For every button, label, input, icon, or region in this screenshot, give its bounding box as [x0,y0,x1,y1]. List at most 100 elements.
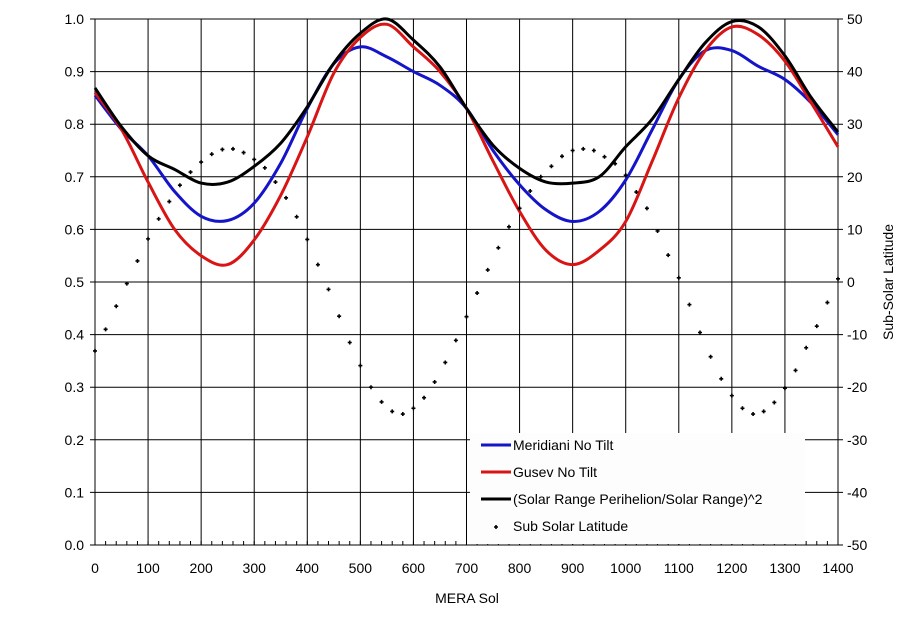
y-tick-label: 0.1 [65,484,85,500]
x-tick-label: 1400 [822,560,853,576]
data-point [315,262,320,267]
series-line [93,17,840,186]
data-point [782,386,787,391]
data-point [623,173,628,178]
data-point [294,214,299,219]
legend-label: (Solar Range Perihelion/Solar Range)^2 [513,491,763,507]
data-point [506,224,511,229]
y-tick-label: 0.9 [65,64,85,80]
data-point [549,164,554,169]
y-tick-label: 0.4 [65,327,85,343]
data-point [252,157,257,162]
data-point [676,275,681,280]
data-point [284,195,289,200]
data-point [517,206,522,211]
data-point [114,304,119,309]
data-point [613,161,618,166]
data-point [167,199,172,204]
y-tick-label: 0.6 [65,221,85,237]
series-layer [93,17,840,417]
data-point [337,314,342,319]
data-point [825,300,830,305]
data-point [390,409,395,414]
y2-axis-label: Sub-Solar Latitude [880,224,896,340]
legend-label: Sub Solar Latitude [513,518,628,534]
data-point [655,228,660,233]
y-tick-label: 1.0 [65,11,85,27]
y2-tick-label: 20 [847,169,863,185]
data-point [156,216,161,221]
data-point [400,412,405,417]
x-tick-label: 1100 [664,560,694,576]
data-point [560,154,565,159]
x-tick-label: 700 [455,560,479,576]
data-point [772,400,777,405]
y-tick-label: 0.0 [65,537,85,553]
data-point [124,281,129,286]
x-tick-label: 500 [349,560,373,576]
data-point [453,338,458,343]
data-point [177,183,182,188]
x-axis-label: MERA Sol [435,590,499,606]
x-tick-label: 800 [508,560,532,576]
data-point [432,379,437,384]
legend-label: Gusev No Tilt [513,464,597,480]
data-point [411,406,416,411]
data-point [729,393,734,398]
data-point [644,206,649,211]
data-point [485,267,490,272]
y2-tick-label: -10 [847,327,867,343]
data-point [804,345,809,350]
x-tick-label: 1200 [716,560,747,576]
y2-tick-label: -40 [847,484,867,500]
data-point [475,291,480,296]
legend-box [470,433,805,544]
data-point [836,276,840,281]
data-point [581,146,586,151]
data-point [740,406,745,411]
data-point [751,412,756,417]
x-tick-label: 600 [402,560,426,576]
data-point [188,170,193,175]
x-tick-label: 0 [91,560,99,576]
data-point [326,287,331,292]
data-point [135,258,140,263]
y2-tick-label: -30 [847,432,867,448]
legend: Meridiani No Tilt Gusev No Tilt (Solar Ran… [470,433,805,544]
data-point [602,154,607,159]
x-tick-label: 100 [136,560,160,576]
x-tick-label: 300 [243,560,267,576]
data-point [591,148,596,153]
data-point [305,237,310,242]
y2-tick-label: 30 [847,116,863,132]
y2-tick-label: 50 [847,11,863,27]
data-point [241,150,246,155]
data-point [464,314,469,319]
data-point [687,302,692,307]
series-2 [93,17,840,186]
legend-marker [494,525,498,529]
y-tick-label: 0.2 [65,432,85,448]
data-point [368,385,373,390]
y2-tick-label: -20 [847,379,867,395]
data-point [443,360,448,365]
y-tick-label: 0.3 [65,379,85,395]
x-tick-label: 900 [561,560,585,576]
data-point [814,324,819,329]
data-point [422,395,427,400]
data-point [199,160,204,165]
y-tick-label: 0.7 [65,169,85,185]
data-point [634,190,639,195]
data-point [698,330,703,335]
y-tick-label: 0.5 [65,274,85,290]
y-tick-label: 0.8 [65,116,85,132]
data-point [103,327,108,332]
data-point [209,152,214,157]
y2-tick-label: 10 [847,221,863,237]
data-point [146,236,151,241]
data-point [273,180,278,185]
data-point [93,348,97,353]
y2-tick-label: 40 [847,64,863,80]
x-tick-label: 1000 [610,560,641,576]
